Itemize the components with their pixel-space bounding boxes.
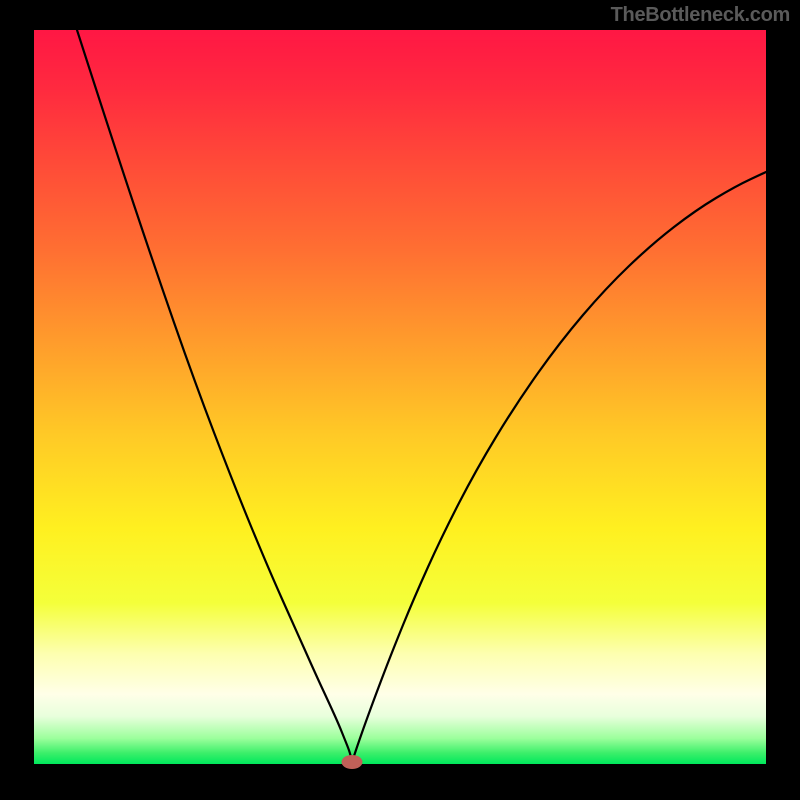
curve-left-branch: [77, 30, 352, 762]
watermark-text: TheBottleneck.com: [611, 4, 790, 27]
optimal-point-marker: [342, 755, 363, 769]
curve-right-branch: [352, 172, 766, 762]
bottleneck-curve: [34, 30, 766, 764]
chart-container: { "watermark": { "text": "TheBottleneck.…: [0, 0, 800, 800]
plot-area: [34, 30, 766, 764]
